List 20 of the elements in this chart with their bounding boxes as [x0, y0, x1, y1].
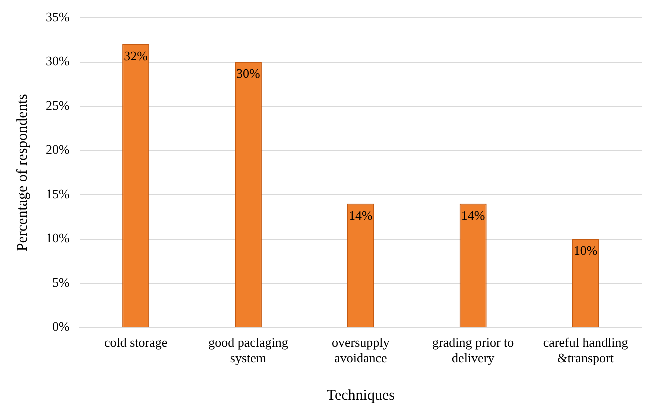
data-label: 14%: [461, 208, 486, 223]
data-label: 14%: [348, 208, 373, 223]
y-tick-label: 25%: [46, 98, 70, 113]
y-axis-title: Percentage of respondents: [14, 94, 31, 252]
y-tick-label: 35%: [46, 9, 70, 24]
y-tick-label: 30%: [46, 54, 70, 69]
data-label: 30%: [236, 66, 261, 82]
x-tick-label: grading prior to delivery: [432, 335, 514, 366]
data-label: 10%: [574, 243, 598, 258]
x-tick-label: careful handling &transport: [543, 335, 629, 366]
y-tick-label: 10%: [46, 230, 70, 246]
x-tick-label: cold storage: [104, 335, 168, 350]
x-tick-label: oversupply avoidance: [332, 335, 390, 366]
y-tick-label: 5%: [52, 274, 70, 290]
data-label: 32%: [124, 48, 148, 64]
x-axis-title: Techniques: [326, 388, 396, 404]
y-tick-label: 20%: [46, 142, 70, 158]
x-tick-label: good paclaging system: [208, 335, 289, 366]
y-tick-label: 0%: [52, 319, 70, 334]
y-tick-label: 15%: [46, 186, 70, 202]
